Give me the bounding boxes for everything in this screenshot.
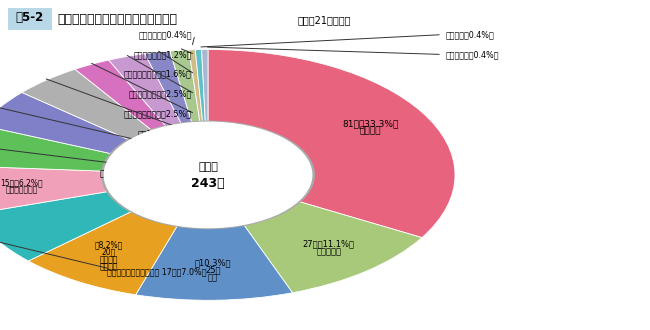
Text: その他１人（0.4%）: その他１人（0.4%） <box>445 50 499 59</box>
Text: 図5-2: 図5-2 <box>16 11 44 24</box>
Wedge shape <box>202 50 208 122</box>
Text: 坐落・転落: 坐落・転落 <box>316 247 341 256</box>
Wedge shape <box>136 224 292 300</box>
Wedge shape <box>170 50 200 123</box>
Text: 死傷者: 死傷者 <box>198 162 218 172</box>
Wedge shape <box>0 166 109 214</box>
Wedge shape <box>208 50 455 238</box>
Wedge shape <box>0 92 130 154</box>
Text: はさまれ・巻き込まれ13人（5.3%）: はさまれ・巻き込まれ13人（5.3%） <box>99 169 192 178</box>
Wedge shape <box>244 201 422 293</box>
Text: おぼれ１人（0.4%）: おぼれ１人（0.4%） <box>138 30 192 39</box>
Text: 切れ・こすれ６人（2.5%）: 切れ・こすれ６人（2.5%） <box>124 109 192 118</box>
Wedge shape <box>109 54 181 127</box>
Text: 動作の反動・無理な動作 17人（7.0%）: 動作の反動・無理な動作 17人（7.0%） <box>107 268 207 277</box>
Text: （平成21年度）〕: （平成21年度）〕 <box>298 15 351 25</box>
Wedge shape <box>145 51 192 124</box>
Wedge shape <box>0 191 133 261</box>
FancyBboxPatch shape <box>8 8 52 30</box>
Text: 転倒: 転倒 <box>208 273 218 282</box>
Text: 飛来・落下６人（2.5%）: 飛来・落下６人（2.5%） <box>129 89 192 99</box>
Text: 15人（6.2%）: 15人（6.2%） <box>1 179 43 187</box>
Text: 20人: 20人 <box>102 248 116 257</box>
Text: 特殊危険災害４人（1.6%）: 特殊危険災害４人（1.6%） <box>124 70 192 79</box>
Text: 25人: 25人 <box>205 266 220 275</box>
Wedge shape <box>22 69 152 140</box>
Text: 事故の型別死傷者数〔休業１日以上: 事故の型別死傷者数〔休業１日以上 <box>57 13 177 26</box>
Text: （道路）: （道路） <box>99 255 118 264</box>
Wedge shape <box>101 120 315 229</box>
Wedge shape <box>189 50 203 122</box>
Text: 243人: 243人 <box>191 177 225 190</box>
Text: 火災１人（0.4%）: 火災１人（0.4%） <box>445 30 494 39</box>
Wedge shape <box>75 60 166 131</box>
Text: 暴行等12人（4.9%）: 暴行等12人（4.9%） <box>133 149 192 158</box>
Text: 27人（11.1%）: 27人（11.1%） <box>303 240 355 249</box>
Wedge shape <box>0 125 112 171</box>
Circle shape <box>104 122 312 228</box>
Text: レク・スポーツ: レク・スポーツ <box>5 186 38 195</box>
Text: （8.2%）: （8.2%） <box>95 241 123 249</box>
Text: 81人（33.3%）: 81人（33.3%） <box>343 119 398 128</box>
Text: 激突11人（4.5%）: 激突11人（4.5%） <box>138 129 192 138</box>
Text: （10.3%）: （10.3%） <box>194 258 231 267</box>
Wedge shape <box>29 211 177 295</box>
Text: 交通事故: 交通事故 <box>99 262 118 271</box>
Text: 武道訓練: 武道訓練 <box>360 126 382 135</box>
Wedge shape <box>195 50 205 122</box>
Text: 激突され３人（1.2%）: 激突され３人（1.2%） <box>133 50 192 59</box>
